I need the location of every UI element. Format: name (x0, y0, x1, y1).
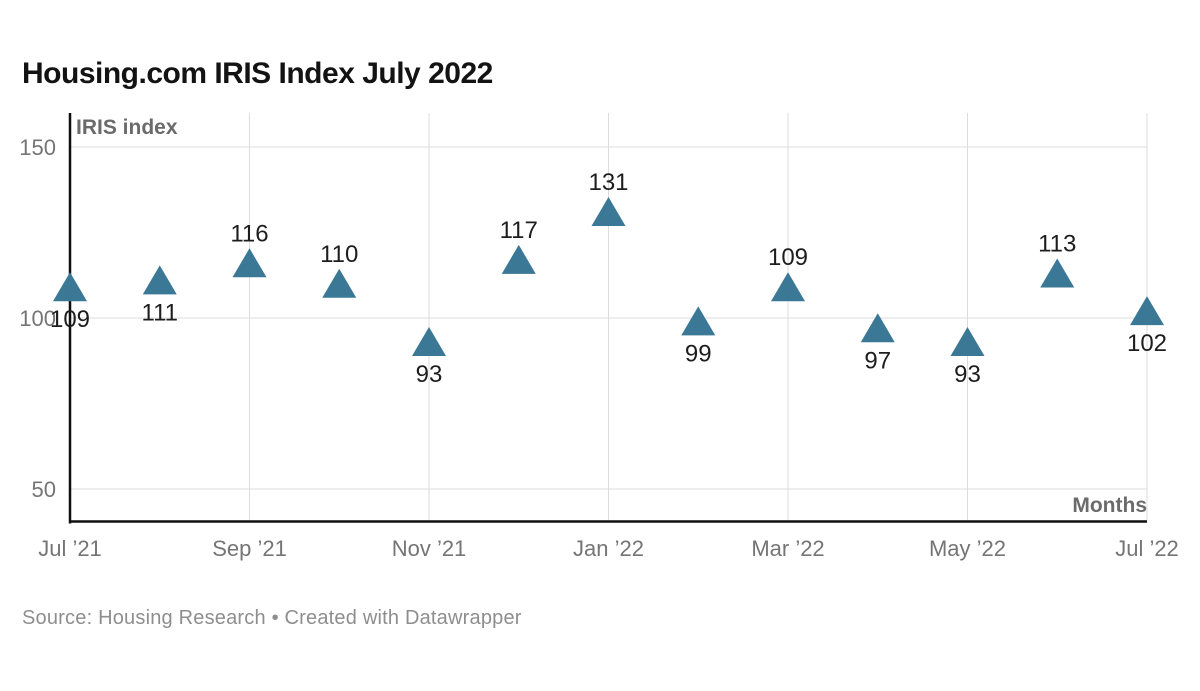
x-tick-label: Jan ’22 (573, 536, 644, 561)
data-point-triangle[interactable] (860, 313, 895, 343)
data-point-triangle[interactable] (53, 272, 87, 302)
data-point-triangle[interactable] (591, 196, 626, 226)
x-tick-label: Nov ’21 (392, 536, 467, 561)
data-point-value-label: 97 (864, 347, 891, 374)
data-point-value-label: 93 (954, 361, 981, 388)
x-tick-label: Jul ’22 (1115, 536, 1179, 561)
y-tick-label: 100 (19, 306, 56, 331)
data-point-value-label: 110 (320, 241, 358, 268)
x-tick-label: Mar ’22 (751, 536, 824, 561)
data-point-triangle[interactable] (681, 306, 716, 336)
data-point-value-label: 102 (1127, 330, 1167, 357)
data-point-triangle[interactable] (232, 248, 267, 278)
source-attribution: Source: Housing Research • Created with … (22, 607, 522, 629)
y-tick-label: 50 (32, 477, 56, 502)
data-point-triangle[interactable] (950, 326, 985, 356)
y-tick-label: 150 (19, 135, 56, 160)
x-tick-label: May ’22 (929, 536, 1006, 561)
data-point-value-label: 93 (416, 361, 443, 388)
data-point-triangle[interactable] (1130, 296, 1164, 326)
data-point-value-label: 99 (685, 340, 712, 367)
chart-title: Housing.com IRIS Index July 2022 (22, 57, 493, 90)
data-point-value-label: 131 (588, 169, 628, 196)
data-point-triangle[interactable] (412, 326, 446, 356)
data-point-triangle[interactable] (322, 268, 357, 298)
data-point-value-label: 109 (50, 306, 90, 333)
data-point-triangle[interactable] (501, 244, 536, 274)
x-tick-label: Jul ’21 (38, 536, 102, 561)
data-point-value-label: 111 (142, 299, 178, 326)
y-axis-title: IRIS index (76, 116, 178, 139)
data-point-triangle[interactable] (1040, 258, 1075, 288)
data-point-value-label: 109 (768, 244, 808, 271)
data-point-value-label: 117 (500, 217, 538, 244)
x-axis-title: Months (1072, 494, 1147, 517)
x-tick-label: Sep ’21 (212, 536, 287, 561)
data-point-value-label: 113 (1038, 231, 1076, 258)
data-point-triangle[interactable] (142, 265, 177, 295)
data-point-triangle[interactable] (771, 272, 805, 302)
data-point-value-label: 116 (230, 220, 268, 247)
